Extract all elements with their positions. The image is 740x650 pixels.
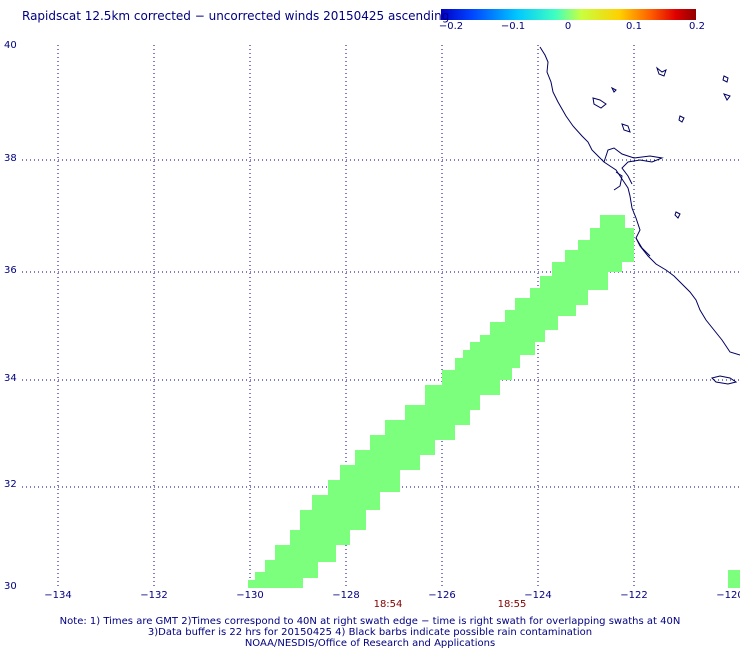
coastline — [539, 46, 740, 385]
lat-label-32: 32 — [4, 479, 17, 490]
colorbar — [441, 9, 696, 20]
monterey-bay — [635, 237, 651, 257]
small-lake-3 — [722, 75, 729, 83]
clear-lake — [621, 123, 631, 133]
lon-label-134: −134 — [44, 590, 72, 601]
lon-label-130: −130 — [236, 590, 264, 601]
lat-label-38: 38 — [4, 153, 17, 164]
time-label: 18:54 — [373, 599, 403, 610]
lon-label-132: −132 — [140, 590, 168, 601]
map-title: Rapidscat 12.5km corrected − uncorrected… — [22, 9, 450, 23]
time-label: 18:55 — [497, 599, 527, 610]
colorbar-tick: −0.1 — [500, 21, 526, 32]
note-line-2: 3)Data buffer is 22 hrs for 20150425 4) … — [147, 627, 593, 638]
california-coast — [539, 46, 740, 356]
lake-berryessa — [592, 97, 607, 109]
delta-inlet — [613, 171, 623, 191]
note-line-3: NOAA/NESDIS/Office of Research and Appli… — [244, 638, 496, 649]
lon-label-124: −124 — [524, 590, 552, 601]
sf-bay — [603, 147, 664, 185]
colorbar-tick: 0.1 — [626, 21, 642, 32]
lat-label-34: 34 — [4, 373, 17, 384]
small-lake-5 — [610, 86, 617, 93]
colorbar-tick: −0.2 — [438, 21, 464, 32]
lat-label-40: 40 — [4, 40, 17, 51]
lon-label-122: −122 — [620, 590, 648, 601]
small-lake-1 — [678, 115, 685, 123]
lon-label-120: −120 — [716, 590, 740, 601]
colorbar-tick: 0.2 — [689, 21, 705, 32]
colorbar-tick: 0 — [564, 21, 572, 32]
small-lake-4 — [723, 93, 731, 101]
lat-label-36: 36 — [4, 265, 17, 276]
graticule — [22, 45, 740, 588]
lon-label-126: −126 — [428, 590, 456, 601]
note-line-1: Note: 1) Times are GMT 2)Times correspon… — [59, 616, 681, 627]
swath-fragment — [728, 570, 740, 588]
channel-islands — [711, 375, 738, 385]
swath-polygon — [248, 215, 634, 588]
small-lake-2 — [674, 211, 681, 219]
lake-tahoe — [655, 66, 667, 77]
swath — [248, 215, 740, 588]
lat-label-30: 30 — [4, 581, 17, 592]
lon-label-128: −128 — [332, 590, 360, 601]
